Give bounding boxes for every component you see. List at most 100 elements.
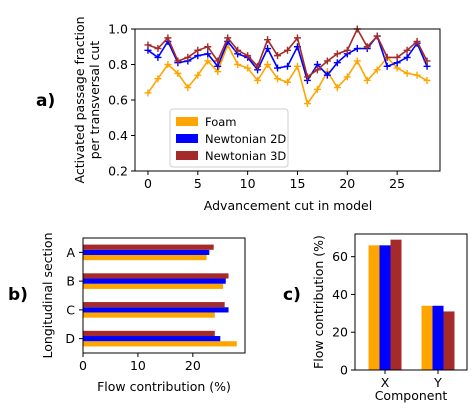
panel-a-point (303, 73, 311, 81)
panel-a-point (214, 57, 222, 65)
panel-a-point (423, 57, 431, 65)
panel-a-point (293, 62, 301, 70)
panel-b-xlabel: Flow contribution (%) (97, 379, 231, 394)
panel-b-bar (83, 302, 225, 308)
panel-a-point (184, 84, 192, 92)
panel-b-bar (83, 330, 215, 337)
panel-b-frame (82, 237, 246, 354)
panel-a-point (264, 45, 272, 53)
panel-c-label: c) (283, 285, 301, 305)
panel-a-ytick-label: 0.8 (108, 57, 128, 72)
panel-a-xtick-label: 5 (194, 176, 202, 191)
panel-b-ylabel: Longitudinal section (40, 232, 55, 358)
panel-a-xtick-label: 10 (240, 176, 256, 191)
panel-b-bar (83, 307, 229, 313)
panel-c-ytick-label: 40 (332, 287, 348, 302)
panel-a-point (274, 52, 282, 60)
panel-a-point (293, 34, 301, 42)
panel-a-point (373, 66, 381, 74)
panel-b-bar (83, 273, 229, 279)
panel-a-line (147, 34, 428, 83)
panel-a-ytick-label: 0.2 (108, 164, 128, 179)
panel-a-point (363, 43, 371, 51)
panel-a-point (224, 34, 232, 42)
panel-a-xtick-label: 0 (144, 176, 152, 191)
panel-a-xtick-label: 20 (339, 176, 355, 191)
panel-a-xlabel: Advancement cut in model (204, 198, 372, 213)
panel-a-point (403, 69, 411, 77)
panel-b-bar (83, 249, 210, 255)
panel-b-category-label: B (66, 274, 75, 289)
panel-b-xtick-label: 0 (79, 358, 87, 373)
panel-a-point (284, 62, 291, 70)
panel-a-ytick-label: 0.4 (108, 128, 128, 143)
panel-a-point (234, 61, 242, 68)
panel-a-point (403, 53, 411, 61)
panel-a-point (373, 32, 381, 40)
panel-a-point (383, 53, 391, 61)
panel-a-line-chart: a) Activated passage fraction per transv… (36, 16, 441, 213)
panel-a-point (313, 66, 321, 74)
panel-c-bar (390, 239, 402, 370)
panel-a-legend: Foam Newtonian 2D Newtonian 3D (169, 108, 289, 168)
panel-a-point (144, 89, 152, 97)
panel-b-xtick-label: 20 (185, 358, 201, 373)
panel-a-point (144, 41, 152, 49)
panel-a-point (363, 76, 371, 84)
panel-a-point (164, 61, 172, 68)
panel-b-label: b) (8, 285, 28, 305)
panel-b-bar (83, 283, 224, 289)
panel-c-frame (354, 233, 468, 371)
panel-a-point (393, 53, 401, 61)
panel-a-point (184, 53, 192, 61)
panel-a-xtick-label: 25 (389, 176, 405, 191)
panel-a-point (383, 62, 391, 70)
panel-a-label: a) (36, 91, 55, 111)
panel-a-point (154, 53, 162, 61)
panel-a-legend-swatch (176, 134, 198, 143)
panel-a-point (343, 46, 351, 54)
panel-a-point (323, 57, 331, 65)
panel-a-legend-label: Newtonian 3D (205, 149, 286, 163)
panel-b-xtick-label: 10 (130, 358, 146, 373)
panel-a-point (204, 50, 212, 58)
panel-a-point (154, 45, 162, 53)
panel-a-ylabel-line-1: Activated passage fraction (72, 16, 87, 183)
panel-a-point (413, 37, 421, 45)
panel-a-ytick-label: 1.0 (108, 22, 128, 37)
panel-a-point (303, 100, 311, 108)
panel-c-bar (432, 305, 444, 370)
panel-c-ytick-label: 20 (332, 325, 348, 340)
panel-c-category-label: X (381, 375, 390, 390)
panel-c-ytick-label: 60 (332, 249, 348, 264)
panel-b-category-label: D (65, 331, 75, 346)
panel-a-point (204, 43, 212, 51)
panel-a-point (343, 73, 351, 81)
panel-a-point (284, 46, 291, 54)
panel-a-ylabel-line-2: per transversal cut (87, 41, 102, 160)
panel-b-bar (83, 244, 214, 250)
panel-c-xlabel: Component (375, 388, 448, 403)
panel-c-ytick-label: 0 (340, 363, 348, 378)
panel-a-series-newtonian-3d (144, 25, 431, 81)
panel-a-point (264, 61, 272, 68)
panel-a-point (254, 62, 262, 70)
panel-a-legend-label: Foam (205, 115, 237, 129)
panel-a-legend-label: Newtonian 2D (205, 132, 286, 146)
panel-a-legend-frame (169, 108, 289, 168)
panel-a-legend-swatch (176, 117, 198, 126)
panel-c-ylabel: Flow contribution (%) (311, 235, 326, 369)
panel-a-point (244, 52, 252, 60)
panel-a-point (274, 75, 282, 83)
panel-a-point (333, 50, 341, 58)
panel-a-point (154, 75, 162, 83)
panel-a-point (174, 57, 182, 65)
panel-a-point (353, 45, 361, 53)
panel-a-point (274, 64, 282, 72)
panel-c-category-label: Y (433, 375, 442, 390)
panel-a-point (413, 71, 421, 79)
panel-a-xtick-label: 15 (290, 176, 306, 191)
panel-a-point (423, 76, 431, 84)
